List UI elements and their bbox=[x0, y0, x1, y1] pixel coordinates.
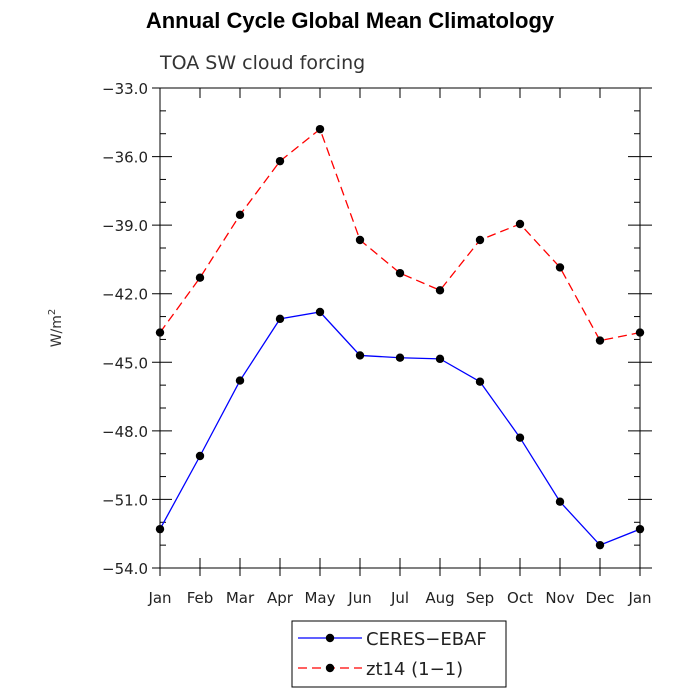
x-tick-label: Nov bbox=[545, 589, 574, 607]
data-point bbox=[635, 328, 645, 337]
data-point bbox=[315, 307, 325, 317]
data-point bbox=[275, 314, 285, 324]
series-line bbox=[159, 128, 641, 342]
legend-marker bbox=[325, 663, 335, 673]
x-tick-label: Jul bbox=[390, 589, 409, 607]
x-tick-labels: Jan Feb Mar Apr May Jun Jul Aug Sep Oct Nov Dec Jan bbox=[147, 589, 651, 607]
y-tick-label: −54.0 bbox=[102, 560, 148, 578]
chart-subtitle: TOA SW cloud forcing bbox=[159, 52, 365, 74]
chart-title: Annual Cycle Global Mean Climatology bbox=[145, 8, 555, 33]
data-point bbox=[155, 524, 165, 534]
x-tick-label: Jan bbox=[627, 589, 651, 607]
y-tick-labels: −33.0 −36.0 −39.0 −42.0 −45.0 −48.0 −51.0 −54.0 bbox=[102, 80, 148, 578]
x-tick-label: Jan bbox=[147, 589, 171, 607]
y-tick-label: −39.0 bbox=[102, 217, 148, 235]
x-tick-label: Sep bbox=[466, 589, 494, 607]
axis-ticks bbox=[152, 87, 652, 576]
x-tick-label: May bbox=[304, 589, 335, 607]
y-axis-label-superscript: 2 bbox=[47, 309, 58, 315]
data-point bbox=[395, 353, 405, 362]
data-point bbox=[475, 377, 485, 386]
y-axis-label-text: W/m bbox=[49, 315, 65, 347]
data-point bbox=[555, 497, 565, 506]
data-point bbox=[515, 219, 525, 229]
series-1 bbox=[155, 307, 645, 550]
data-point bbox=[595, 540, 605, 550]
y-tick-label: −51.0 bbox=[102, 491, 148, 509]
y-tick-label: −42.0 bbox=[102, 286, 148, 304]
x-tick-label: Feb bbox=[187, 589, 214, 607]
x-tick-label: Dec bbox=[585, 589, 614, 607]
data-point bbox=[355, 351, 365, 360]
x-tick-label: Apr bbox=[267, 589, 294, 607]
data-point bbox=[475, 235, 485, 245]
y-tick-label: −36.0 bbox=[102, 149, 148, 167]
data-point bbox=[235, 376, 245, 385]
x-tick-label: Aug bbox=[425, 589, 454, 607]
data-point bbox=[195, 273, 205, 282]
data-point bbox=[555, 263, 565, 272]
y-tick-label: −33.0 bbox=[102, 80, 148, 98]
data-point bbox=[595, 336, 605, 345]
series-layer bbox=[155, 124, 645, 550]
data-point bbox=[235, 210, 245, 220]
legend-label: zt14 (1−1) bbox=[366, 659, 463, 680]
legend-box bbox=[291, 620, 507, 688]
legend-label: CERES−EBAF bbox=[366, 629, 487, 650]
legend-item: zt14 (1−1) bbox=[298, 659, 463, 680]
data-point bbox=[195, 451, 205, 461]
data-point bbox=[395, 268, 405, 278]
y-tick-label: −48.0 bbox=[102, 423, 148, 441]
data-point bbox=[315, 124, 325, 134]
data-point bbox=[355, 235, 365, 245]
data-point bbox=[435, 286, 445, 295]
y-tick-label: −45.0 bbox=[102, 354, 148, 372]
data-point bbox=[515, 433, 525, 442]
data-point bbox=[155, 328, 165, 337]
legend: CERES−EBAF zt14 (1−1) bbox=[291, 620, 507, 688]
legend-marker bbox=[325, 633, 335, 643]
data-point bbox=[635, 524, 645, 534]
x-tick-label: Oct bbox=[507, 589, 533, 607]
x-tick-label: Mar bbox=[226, 589, 255, 607]
data-point bbox=[275, 156, 285, 166]
y-axis-label: W/m2 bbox=[47, 309, 65, 348]
legend-item: CERES−EBAF bbox=[298, 629, 487, 650]
series-line bbox=[159, 311, 641, 546]
legend-items: CERES−EBAF zt14 (1−1) bbox=[298, 629, 487, 680]
data-point bbox=[435, 354, 445, 364]
x-tick-label: Jun bbox=[347, 589, 371, 607]
series-2 bbox=[155, 124, 645, 345]
plot-frame bbox=[159, 87, 641, 569]
